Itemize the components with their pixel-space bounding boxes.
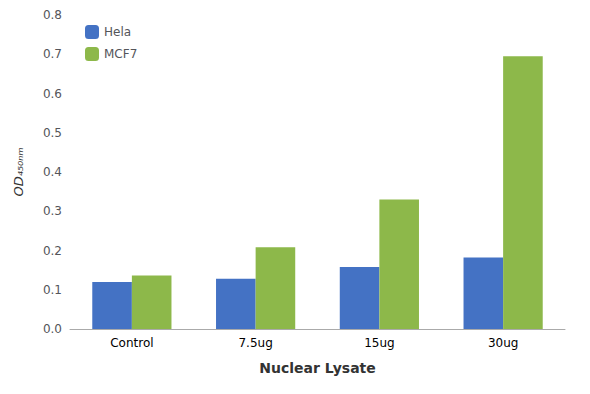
svg-text:15ug: 15ug [364, 336, 395, 350]
svg-text:30ug: 30ug [488, 336, 519, 350]
svg-text:7.5ug: 7.5ug [238, 336, 272, 350]
svg-text:OD₄₅₀ₙₘ: OD₄₅₀ₙₘ [11, 147, 26, 196]
svg-text:Hela: Hela [104, 25, 131, 39]
svg-text:MCF7: MCF7 [104, 47, 137, 61]
svg-text:0.5: 0.5 [43, 126, 62, 140]
svg-text:0.8: 0.8 [43, 8, 62, 22]
svg-text:0.2: 0.2 [43, 244, 62, 258]
svg-text:0.0: 0.0 [43, 322, 62, 336]
svg-text:0.4: 0.4 [43, 165, 62, 179]
svg-text:Nuclear Lysate: Nuclear Lysate [259, 360, 376, 376]
svg-text:0.6: 0.6 [43, 87, 62, 101]
svg-text:Control: Control [110, 336, 153, 350]
svg-text:0.1: 0.1 [43, 283, 62, 297]
svg-text:0.7: 0.7 [43, 47, 62, 61]
svg-text:0.3: 0.3 [43, 204, 62, 218]
